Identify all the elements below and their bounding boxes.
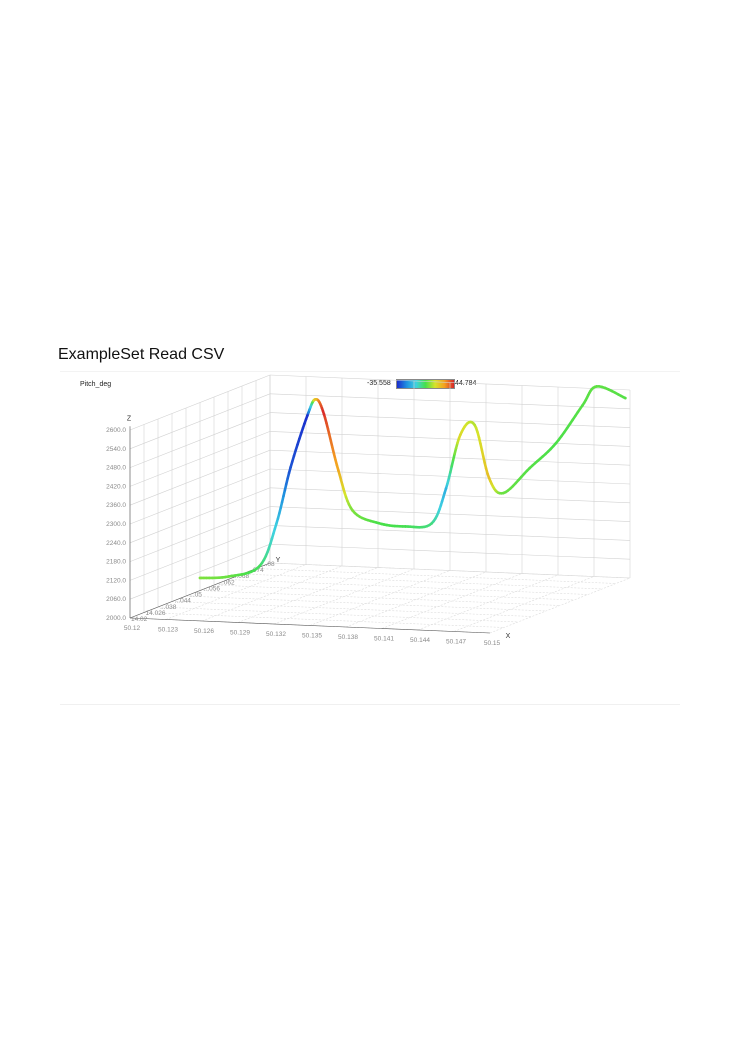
data-curve [198, 385, 627, 580]
data-point [377, 521, 381, 525]
data-point [404, 525, 407, 528]
grid-line [213, 584, 575, 601]
y-tick-label: ...08 [262, 561, 275, 568]
x-axis-line [129, 617, 491, 634]
grid-line [269, 393, 631, 410]
z-tick-label: 2420.0 [106, 483, 126, 490]
z-tick-label: 2600.0 [106, 427, 126, 434]
grid-line [129, 393, 271, 450]
grid-line [453, 576, 595, 632]
grid-line [489, 577, 631, 634]
x-tick-label: 50.123 [158, 627, 178, 634]
data-point [528, 466, 531, 470]
y-tick-label: ...044 [175, 598, 192, 605]
tick-labels: 2000.0 2060.0 2120.0 2180.0 2240.0 2300.0 2360… [106, 427, 500, 647]
data-point [624, 396, 627, 400]
z-tick-label: 2120.0 [106, 577, 126, 584]
grid-line [171, 601, 533, 617]
x-tick-label: 50.138 [338, 634, 358, 641]
grid-line [345, 571, 487, 628]
y-tick-label: ...068 [233, 573, 250, 580]
z-tick-label: 2000.0 [106, 615, 126, 622]
y-tick-label: 14.026 [146, 610, 166, 617]
color-gradient-legend [396, 379, 455, 389]
grid-line [237, 567, 379, 623]
data-point [487, 476, 491, 480]
data-point [444, 487, 448, 490]
x-tick-label: 50.147 [446, 639, 466, 646]
data-point [502, 491, 505, 495]
data-point [554, 441, 558, 445]
data-point [227, 575, 230, 578]
grid-line [199, 590, 561, 606]
grid-line [129, 374, 271, 431]
data-point [314, 398, 317, 401]
z-axis-name: Z [127, 415, 132, 422]
x-tick-label: 50.126 [194, 628, 214, 635]
z-tick-label: 2300.0 [106, 521, 126, 528]
y-tick-label: ...056 [204, 585, 221, 592]
y-axis-name: Y [276, 557, 281, 564]
data-point [459, 433, 462, 437]
z-tick-label: 2060.0 [106, 596, 126, 603]
grid-line [269, 562, 631, 579]
x-tick-label: 50.129 [230, 630, 250, 637]
data-point [337, 468, 340, 472]
grid-line [381, 573, 523, 629]
grid-line [417, 574, 559, 631]
grid-line [129, 449, 271, 506]
x-tick-label: 50.141 [374, 636, 394, 643]
z-tick-label: 2480.0 [106, 465, 126, 472]
data-point [306, 414, 309, 417]
legend-min-label: -35.558 [367, 380, 391, 387]
grid-line [157, 606, 519, 623]
z-tick-label: 2240.0 [106, 540, 126, 547]
x-tick-label: 50.144 [410, 637, 430, 644]
data-point [581, 404, 584, 407]
legend-max-label: 44.784 [455, 380, 477, 387]
grid-line [269, 374, 631, 391]
grid-line [227, 579, 589, 595]
page-title: ExampleSet Read CSV [58, 346, 225, 363]
z-tick-label: 2540.0 [106, 446, 126, 453]
y-tick-label: 14.02 [131, 616, 148, 623]
data-point [473, 423, 476, 427]
z-tick-label: 2180.0 [106, 559, 126, 566]
x-tick-label: 50.132 [266, 631, 286, 638]
y-tick-label: ...062 [218, 579, 235, 586]
data-point [198, 576, 202, 580]
x-tick-label: 50.135 [302, 633, 322, 640]
data-point [275, 522, 278, 526]
x-tick-label: 50.12 [124, 625, 141, 632]
grid-line [129, 412, 271, 468]
y-tick-label: ...05 [189, 592, 202, 599]
y-tick-label: ...038 [160, 604, 177, 611]
grid-line [241, 573, 603, 590]
x-axis-name: X [506, 633, 511, 640]
color-attribute-label: Pitch_deg [80, 381, 112, 388]
data-point [595, 385, 598, 388]
z-tick-label: 2360.0 [106, 502, 126, 509]
data-point [258, 564, 261, 568]
grid-line [255, 568, 617, 584]
grid-lines [129, 374, 631, 634]
data-point [430, 522, 433, 525]
grid-line [201, 565, 343, 622]
data-point [322, 413, 326, 416]
data-point [351, 509, 354, 512]
grid-line [129, 468, 271, 525]
x-tick-label: 50.15 [484, 640, 501, 647]
axis-names: Z X Y [127, 415, 511, 640]
grid-line [269, 449, 631, 466]
grid-line [129, 431, 271, 487]
data-point [289, 465, 292, 469]
